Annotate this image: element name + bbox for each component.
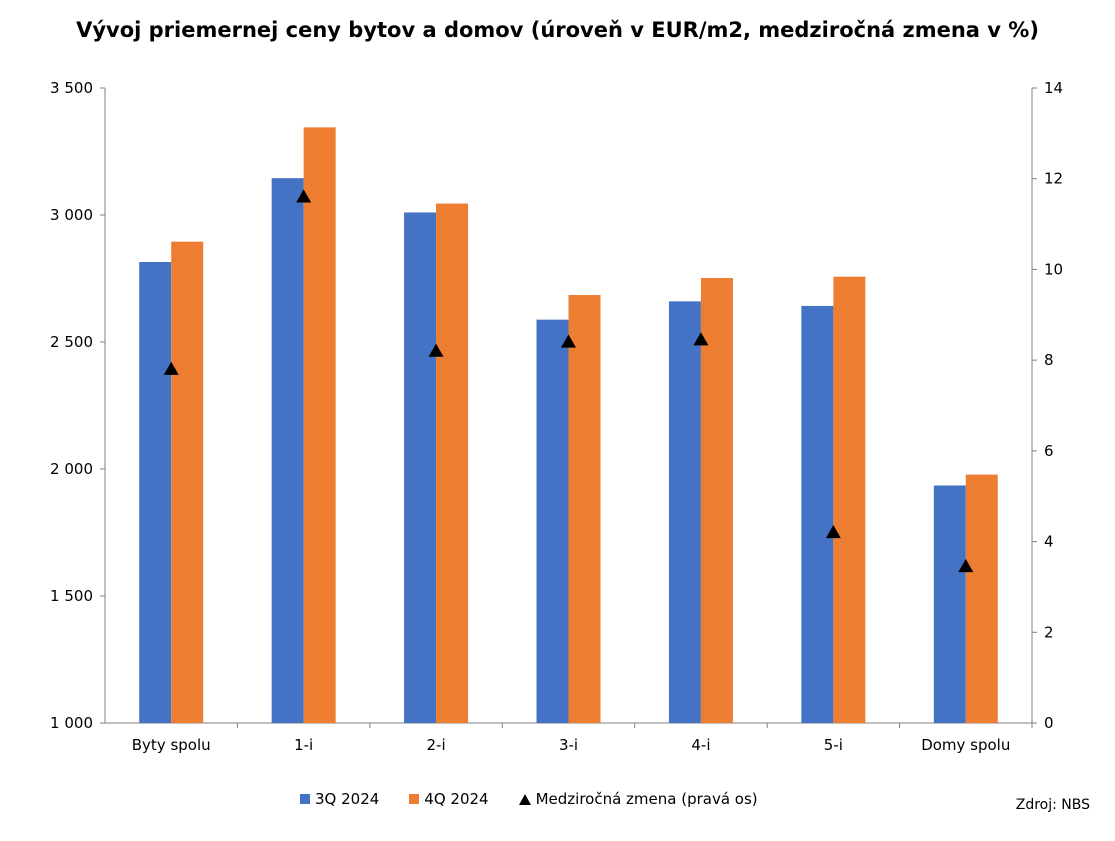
bar-3q-2024 xyxy=(933,485,966,723)
bar-4q-2024 xyxy=(436,203,469,723)
left-axis-tick-label: 3 000 xyxy=(50,206,93,224)
chart-title: Vývoj priemernej ceny bytov a domov (úro… xyxy=(76,18,1039,42)
right-axis-tick-label: 10 xyxy=(1044,260,1063,278)
yoy-change-marker xyxy=(825,525,841,539)
bar-3q-2024 xyxy=(668,301,701,723)
x-axis-category-label: 1-i xyxy=(294,736,313,754)
legend-item-4q: 4Q 2024 xyxy=(409,790,489,808)
bar-3q-2024 xyxy=(404,212,437,723)
legend-swatch-3q xyxy=(300,794,310,804)
bar-4q-2024 xyxy=(171,241,204,724)
left-axis-tick-label: 1 500 xyxy=(50,587,93,605)
x-axis-category-label: 5-i xyxy=(824,736,843,754)
x-axis-category-label: Domy spolu xyxy=(921,736,1010,754)
right-axis-tick-label: 14 xyxy=(1044,79,1063,97)
right-axis-tick-label: 6 xyxy=(1044,442,1054,460)
left-axis-tick-label: 3 500 xyxy=(50,79,93,97)
right-axis-tick-label: 8 xyxy=(1044,351,1054,369)
yoy-change-marker xyxy=(958,559,974,573)
left-axis-tick-label: 2 000 xyxy=(50,460,93,478)
bar-3q-2024 xyxy=(139,261,172,723)
x-axis-category-label: 3-i xyxy=(559,736,578,754)
yoy-change-marker xyxy=(428,343,444,357)
left-axis-tick-label: 1 000 xyxy=(50,714,93,732)
legend-item-yoy: Medziročná zmena (pravá os) xyxy=(518,790,758,808)
right-axis-tick-label: 4 xyxy=(1044,533,1054,551)
yoy-change-marker xyxy=(561,334,576,348)
yoy-change-marker xyxy=(693,332,709,346)
legend-label-4q: 4Q 2024 xyxy=(424,790,489,808)
x-axis-category-label: 4-i xyxy=(691,736,710,754)
right-axis-tick-label: 0 xyxy=(1044,714,1054,732)
bar-4q-2024 xyxy=(303,127,336,724)
bar-4q-2024 xyxy=(833,276,866,723)
legend-label-yoy: Medziročná zmena (pravá os) xyxy=(535,790,758,808)
legend-swatch-4q xyxy=(409,794,420,804)
left-axis-tick-label: 2 500 xyxy=(50,333,93,351)
bar-4q-2024 xyxy=(568,295,601,723)
bar-4q-2024 xyxy=(965,474,998,723)
legend-item-3q: 3Q 2024 xyxy=(300,790,379,808)
bar-3q-2024 xyxy=(536,319,569,723)
bar-3q-2024 xyxy=(801,305,834,723)
chart-legend: 3Q 2024 4Q 2024 Medziročná zmena (pravá … xyxy=(300,790,788,808)
legend-label-3q: 3Q 2024 xyxy=(315,790,380,808)
bar-3q-2024 xyxy=(271,178,304,724)
x-axis-category-label: 2-i xyxy=(427,736,446,754)
bar-4q-2024 xyxy=(700,277,733,723)
yoy-change-marker xyxy=(296,189,312,203)
yoy-change-marker xyxy=(163,361,179,375)
source-note: Zdroj: NBS xyxy=(1015,797,1090,813)
right-axis-tick-label: 12 xyxy=(1044,170,1063,188)
x-axis-category-label: Byty spolu xyxy=(132,736,211,754)
triangle-marker-icon xyxy=(518,793,531,805)
right-axis-tick-label: 2 xyxy=(1044,623,1054,641)
